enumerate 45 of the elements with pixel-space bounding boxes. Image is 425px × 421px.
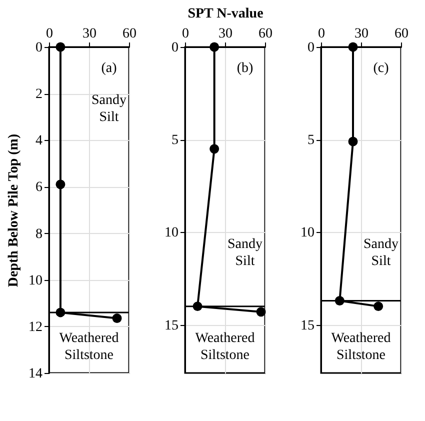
annotation: Sandy Silt [92, 93, 126, 125]
annotation: Weathered Siltstone [59, 331, 119, 363]
y-tick-label: 6 [36, 180, 42, 196]
x-tick-label: 60 [258, 26, 272, 42]
point [374, 302, 384, 312]
x-tick-label: 60 [394, 26, 408, 42]
y-tick-label: 10 [28, 273, 42, 288]
y-tick-label: 0 [36, 40, 42, 56]
x-tick-label: 0 [318, 26, 325, 42]
annotation: (a) [101, 61, 118, 76]
annotation: Sandy Silt [364, 237, 398, 269]
annotation: (c) [373, 61, 390, 76]
x-axis-title: SPT N-value [188, 6, 264, 22]
y-tick-label: 15 [300, 318, 314, 334]
x-tick-label: 30 [354, 26, 368, 42]
point [256, 307, 266, 317]
y-tick-label: 2 [36, 87, 42, 102]
y-tick-label: 0 [172, 40, 178, 56]
x-tick-label: 0 [46, 26, 53, 42]
annotation: Weathered Siltstone [195, 331, 255, 363]
point [112, 314, 122, 324]
point [56, 180, 66, 190]
point [56, 42, 66, 52]
y-tick-label: 8 [36, 226, 42, 242]
annotation: Weathered Siltstone [331, 331, 391, 363]
y-tick-label: 15 [164, 318, 178, 334]
point [348, 42, 358, 52]
y-tick-label: 0 [308, 40, 314, 56]
y-tick-label: 10 [300, 226, 314, 241]
y-tick-label: 5 [172, 133, 178, 148]
x-tick-label: 60 [122, 26, 136, 42]
y-tick-label: 5 [308, 133, 314, 148]
y-axis-title: Depth Below Pile Top (m) [6, 134, 22, 288]
x-tick-label: 0 [182, 26, 189, 42]
y-tick-label: 12 [28, 320, 42, 335]
point [348, 136, 358, 146]
y-tick-label: 14 [28, 366, 42, 382]
annotation: Sandy Silt [228, 237, 262, 269]
x-tick-label: 30 [82, 26, 96, 42]
point [210, 144, 220, 154]
x-tick-label: 30 [218, 26, 232, 42]
point [210, 42, 220, 52]
annotation: (b) [236, 61, 254, 76]
y-tick-label: 4 [36, 134, 42, 149]
y-tick-label: 10 [164, 226, 178, 241]
